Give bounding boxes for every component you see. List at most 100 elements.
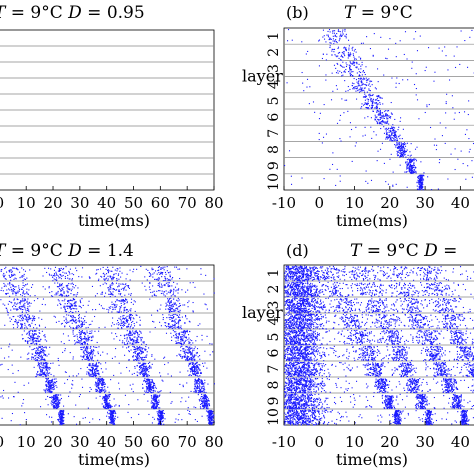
spike-point: [72, 380, 74, 382]
spike-point: [73, 320, 75, 322]
spike-point: [153, 404, 156, 406]
spike-point: [165, 279, 167, 281]
spike-point: [12, 292, 14, 294]
spike-point: [417, 177, 419, 179]
spike-point: [347, 39, 350, 41]
spike-point: [17, 269, 19, 271]
spike-point: [112, 278, 114, 280]
spike-point: [192, 282, 194, 284]
spike-point: [114, 410, 116, 412]
spike-point: [153, 395, 155, 397]
spike-point: [401, 146, 403, 148]
spike-point: [60, 414, 63, 417]
spike-point: [32, 335, 34, 337]
spike-point: [106, 405, 108, 407]
spike-point: [94, 371, 96, 373]
spike-point: [48, 380, 51, 382]
spike-point: [9, 270, 11, 272]
spike-point: [372, 99, 374, 101]
spike-point: [344, 28, 346, 31]
spike-point: [128, 370, 131, 372]
spike-point: [125, 283, 127, 285]
spike-point: [66, 314, 68, 316]
spike-point: [83, 352, 85, 354]
spike-point: [421, 184, 423, 186]
spike-point: [60, 323, 63, 325]
spike-point: [80, 317, 82, 319]
spike-point: [148, 390, 150, 392]
spike-point: [80, 331, 82, 333]
spike-point: [50, 396, 52, 398]
spike-point: [140, 331, 142, 333]
spike-point: [361, 84, 363, 86]
spike-point: [169, 274, 171, 276]
spike-point: [25, 326, 27, 328]
spike-point: [84, 354, 86, 356]
spike-point: [171, 336, 173, 338]
spike-point: [102, 379, 104, 381]
spike-point: [399, 152, 401, 154]
spike-point: [102, 386, 104, 388]
spike-point: [96, 293, 98, 295]
spike-point: [97, 359, 99, 361]
spike-point: [90, 370, 92, 372]
spike-point: [24, 305, 26, 307]
spike-point: [149, 288, 151, 291]
spike-point: [159, 286, 161, 288]
spike-point: [165, 290, 167, 292]
spike-point: [90, 336, 92, 338]
spike-point: [349, 66, 351, 69]
spike-point: [173, 298, 175, 300]
spike-point: [81, 323, 83, 325]
spike-point: [172, 329, 174, 331]
spike-point: [126, 333, 128, 335]
spike-point: [120, 321, 122, 323]
spike-point: [61, 422, 63, 425]
spike-point: [408, 169, 410, 171]
spike-point: [366, 98, 368, 100]
spike-point: [46, 370, 48, 372]
spike-point: [394, 130, 396, 132]
spike-point: [70, 299, 72, 301]
spike-point: [144, 285, 146, 287]
spike-point: [396, 153, 398, 155]
spike-point: [173, 303, 175, 305]
spike-point: [145, 355, 147, 357]
spike-point: [349, 55, 351, 57]
spike-point: [122, 283, 124, 285]
spike-point: [156, 273, 158, 275]
spike-point: [371, 107, 374, 109]
spike-point: [342, 66, 344, 68]
spike-point: [125, 344, 127, 346]
spike-point: [363, 78, 365, 80]
spike-point: [380, 122, 382, 124]
spike-point: [123, 324, 126, 326]
spike-point: [70, 320, 72, 322]
spike-point: [363, 91, 366, 93]
spike-point: [53, 388, 56, 390]
spike-point: [13, 315, 15, 318]
spike-point: [74, 319, 76, 321]
spike-point: [97, 391, 99, 393]
spike-point: [29, 325, 31, 328]
spike-point: [0, 299, 2, 301]
spike-point: [105, 404, 107, 406]
spike-point: [114, 295, 116, 297]
spike-point: [56, 394, 58, 396]
spike-point: [145, 373, 147, 375]
spike-point: [337, 46, 340, 48]
spike-point: [192, 301, 194, 304]
spike-point: [91, 363, 94, 365]
spike-point: [182, 331, 184, 333]
spike-point: [170, 310, 173, 312]
spike-point: [24, 340, 26, 342]
spike-point: [76, 270, 78, 272]
spike-point: [158, 399, 160, 401]
spike-point: [158, 391, 160, 393]
spike-point: [21, 324, 23, 326]
spike-point: [124, 394, 126, 396]
spike-point: [13, 273, 15, 275]
spike-point: [128, 317, 130, 319]
spike-point: [111, 422, 113, 424]
spike-point: [42, 351, 44, 354]
